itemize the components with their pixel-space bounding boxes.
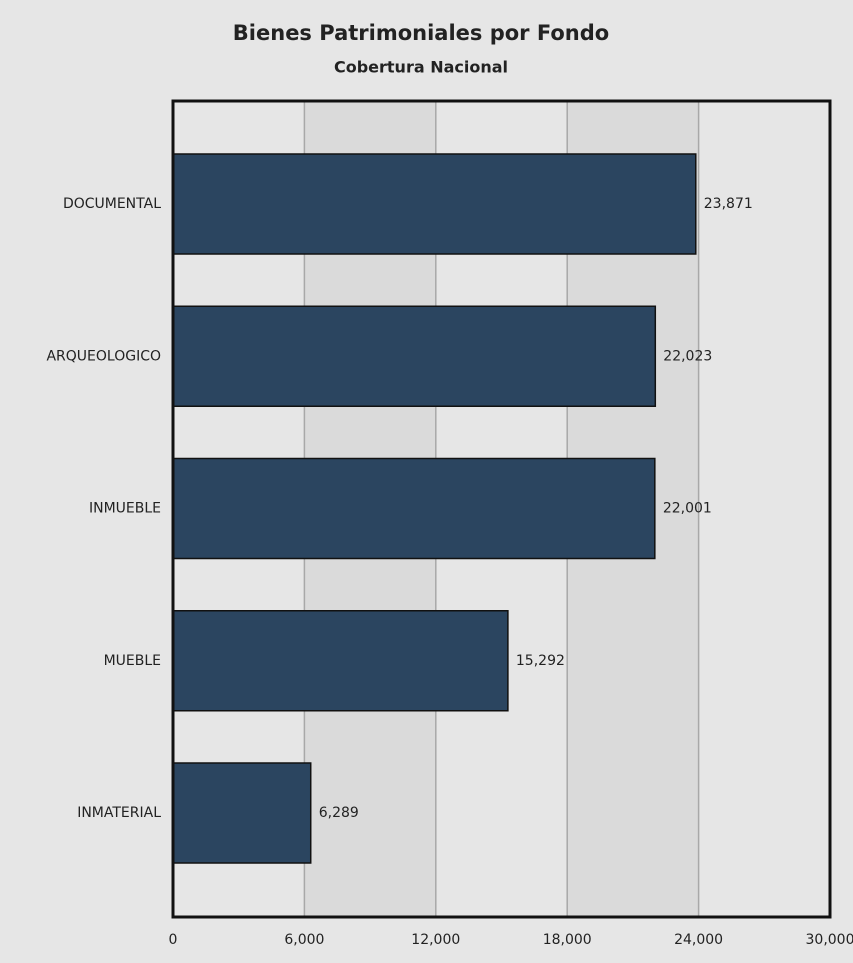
bar <box>172 457 656 560</box>
y-tick-label: INMUEBLE <box>89 501 161 517</box>
x-tick-label: 6,000 <box>284 932 324 948</box>
plot-frame <box>171 99 832 919</box>
y-tick-label: MUEBLE <box>104 653 161 669</box>
bar <box>172 305 657 407</box>
bar <box>172 153 697 255</box>
value-label: 22,001 <box>663 501 712 517</box>
x-tick-label: 30,000 <box>806 932 853 948</box>
bar <box>172 610 509 712</box>
value-label: 6,289 <box>319 805 359 821</box>
value-label: 23,871 <box>704 196 753 212</box>
y-tick-label: INMATERIAL <box>77 805 161 821</box>
chart-subtitle: Cobertura Nacional <box>334 58 508 77</box>
bar <box>172 762 312 864</box>
x-tick-label: 18,000 <box>543 932 592 948</box>
y-tick-label: DOCUMENTAL <box>63 196 161 212</box>
x-tick-label: 0 <box>169 932 178 948</box>
value-label: 22,023 <box>663 348 712 364</box>
value-label: 15,292 <box>516 653 565 669</box>
x-tick-label: 24,000 <box>674 932 723 948</box>
x-tick-label: 12,000 <box>411 932 460 948</box>
chart-title: Bienes Patrimoniales por Fondo <box>233 21 609 45</box>
y-tick-label: ARQUEOLOGICO <box>46 348 161 364</box>
